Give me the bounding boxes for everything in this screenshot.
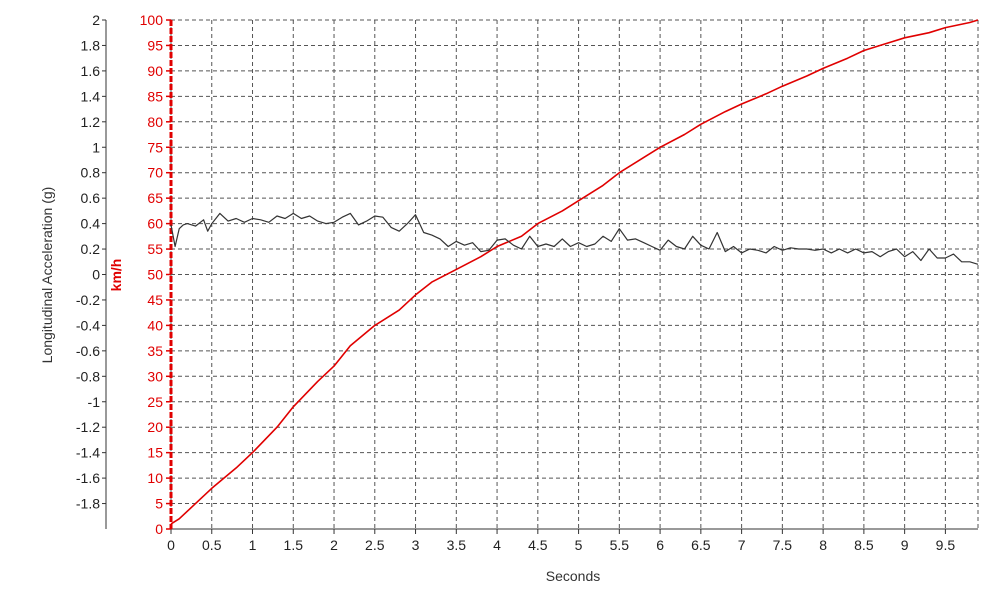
y-right-tick-label: 100 [140,12,164,28]
series-line-acceleration [170,212,979,265]
y-left-tick-label: 0.8 [81,165,101,181]
y-right-tick-label: 70 [147,165,163,181]
x-tick-label: 9 [901,537,909,553]
y-right-tick-label: 80 [147,114,163,130]
y-left-tick-label: -0.4 [76,317,100,333]
x-tick-label: 3.5 [447,537,467,553]
x-tick-label: 1 [249,537,257,553]
y-left-tick-label: -1.2 [76,419,100,435]
grid-layer [170,19,979,530]
y-left-tick-label: -1.8 [76,496,100,512]
y-right-tick-label: 65 [147,190,163,206]
y-right-tick-label: 45 [147,292,163,308]
x-tick-label: 5 [575,537,583,553]
y-right-tick-label: 90 [147,63,163,79]
y-right-tick-label: 85 [147,88,163,104]
x-tick-label: 4 [493,537,501,553]
x-tick-label: 6.5 [691,537,711,553]
y-right-tick-label: 50 [147,267,163,283]
y-left-tick-label: -0.2 [76,292,100,308]
labels-layer: Longitudinal Acceleration (g) km/h Secon… [39,187,600,584]
y-right-tick-label: 20 [147,419,163,435]
x-tick-label: 5.5 [610,537,630,553]
y-left-tick-label: -0.8 [76,368,100,384]
x-tick-label: 6 [656,537,664,553]
y-right-tick-label: 0 [155,521,163,537]
y-right-tick-label: 60 [147,216,163,232]
x-tick-label: 3 [412,537,420,553]
series-line-speed [170,19,979,525]
x-tick-label: 1.5 [284,537,304,553]
x-tick-label: 2.5 [365,537,385,553]
y-right-tick-label: 75 [147,139,163,155]
y-right-tick-label: 35 [147,343,163,359]
x-tick-label: 4.5 [528,537,548,553]
y-axis-right-title: km/h [108,259,124,292]
x-tick-label: 8 [819,537,827,553]
y-right-tick-label: 10 [147,470,163,486]
y-left-tick-label: -1 [88,394,101,410]
x-tick-label: 0.5 [202,537,222,553]
y-right-tick-label: 25 [147,394,163,410]
y-left-tick-label: 1.2 [81,114,101,130]
y-left-tick-label: 2 [92,12,100,28]
y-right-tick-label: 5 [155,496,163,512]
y-left-tick-label: -1.6 [76,470,100,486]
x-tick-label: 2 [330,537,338,553]
y-left-tick-label: -1.4 [76,445,100,461]
y-left-tick-label: 1 [92,139,100,155]
x-axis-title: Seconds [546,568,600,584]
y-right-tick-label: 15 [147,445,163,461]
y-left-tick-label: 1.6 [81,63,101,79]
x-tick-label: 7 [738,537,746,553]
x-tick-label: 9.5 [936,537,956,553]
axes-layer: 0 0.5 1 1.5 2 2.5 3 3.5 4 4.5 5 5.5 6 6.5 7 7.5 8 8.5 9 9.5… [76,12,978,553]
y-axis-left-title: Longitudinal Acceleration (g) [39,187,55,364]
y-left-tick-label: -0.6 [76,343,100,359]
y-right-tick-label: 55 [147,241,163,257]
y-left-tick-label: 1.4 [81,88,101,104]
y-right-tick-label: 40 [147,317,163,333]
y-left-tick-label: 0.2 [81,241,101,257]
y-left-tick-label: 0.6 [81,190,101,206]
x-tick-label: 0 [167,537,175,553]
y-left-tick-label: 0.4 [81,216,101,232]
y-left-tick-label: 1.8 [81,37,101,53]
series-layer [170,19,979,525]
y-right-tick-label: 95 [147,37,163,53]
y-left-tick-label: 0 [92,267,100,283]
x-tick-label: 8.5 [854,537,874,553]
x-tick-label: 7.5 [773,537,793,553]
y-right-tick-label: 30 [147,368,163,384]
